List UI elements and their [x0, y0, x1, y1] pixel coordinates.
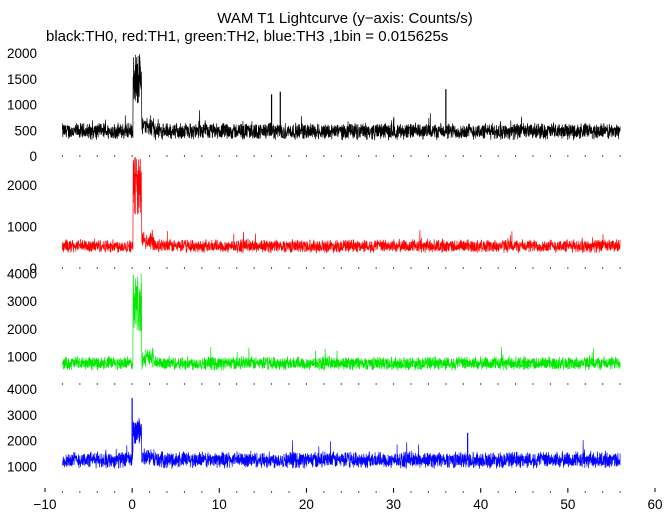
y-tick-label: 3000 — [7, 294, 37, 309]
panels: 0 500 1000 1500 2000 0 1000 2000 1000 2000 3000 400… — [7, 46, 621, 493]
x-tick-label: 30 — [386, 497, 401, 512]
panel-separator — [61, 383, 621, 385]
chart-subtitle: black:TH0, red:TH1, green:TH2, blue:TH3 … — [46, 28, 448, 45]
y-tick-label: 3000 — [7, 408, 37, 423]
x-axis: −10 0 10 20 30 40 50 60 — [34, 488, 663, 512]
y-tick-label: 2000 — [7, 178, 37, 193]
series-th2-line — [62, 273, 621, 371]
x-tick-label: −10 — [34, 497, 57, 512]
chart-title: WAM T1 Lightcurve (y−axis: Counts/s) — [217, 10, 473, 27]
panel-separator — [61, 267, 621, 269]
x-tick-label: 60 — [647, 497, 662, 512]
x-tick-label: 0 — [128, 497, 136, 512]
y-tick-label: 4000 — [7, 267, 37, 282]
x-tick-label: 50 — [560, 497, 575, 512]
y-tick-label: 2000 — [7, 434, 37, 449]
series-th3-line — [62, 417, 621, 469]
series-th0-line — [62, 54, 621, 141]
y-tick-label: 0 — [29, 261, 37, 276]
y-tick-label: 1000 — [7, 98, 37, 113]
x-tick-label: 20 — [299, 497, 314, 512]
panel-separator — [61, 491, 621, 493]
y-tick-label: 2000 — [7, 46, 37, 61]
panel-th3: 1000 2000 3000 4000 — [7, 382, 621, 493]
panel-th1: 0 1000 2000 — [7, 156, 621, 276]
panel-separator — [61, 155, 621, 157]
y-tick-label: 1000 — [7, 349, 37, 364]
x-tick-label: 40 — [473, 497, 488, 512]
y-tick-label: 2000 — [7, 322, 37, 337]
y-tick-label: 4000 — [7, 382, 37, 397]
series-th1-line — [62, 156, 621, 254]
y-tick-label: 1000 — [7, 459, 37, 474]
y-tick-label: 1000 — [7, 220, 37, 235]
x-tick-label: 10 — [212, 497, 227, 512]
y-tick-label: 1500 — [7, 72, 37, 87]
panel-th0: 0 500 1000 1500 2000 — [7, 46, 621, 164]
y-tick-label: 500 — [14, 123, 37, 138]
panel-th2: 1000 2000 3000 4000 — [7, 267, 621, 385]
y-tick-label: 0 — [29, 149, 37, 164]
